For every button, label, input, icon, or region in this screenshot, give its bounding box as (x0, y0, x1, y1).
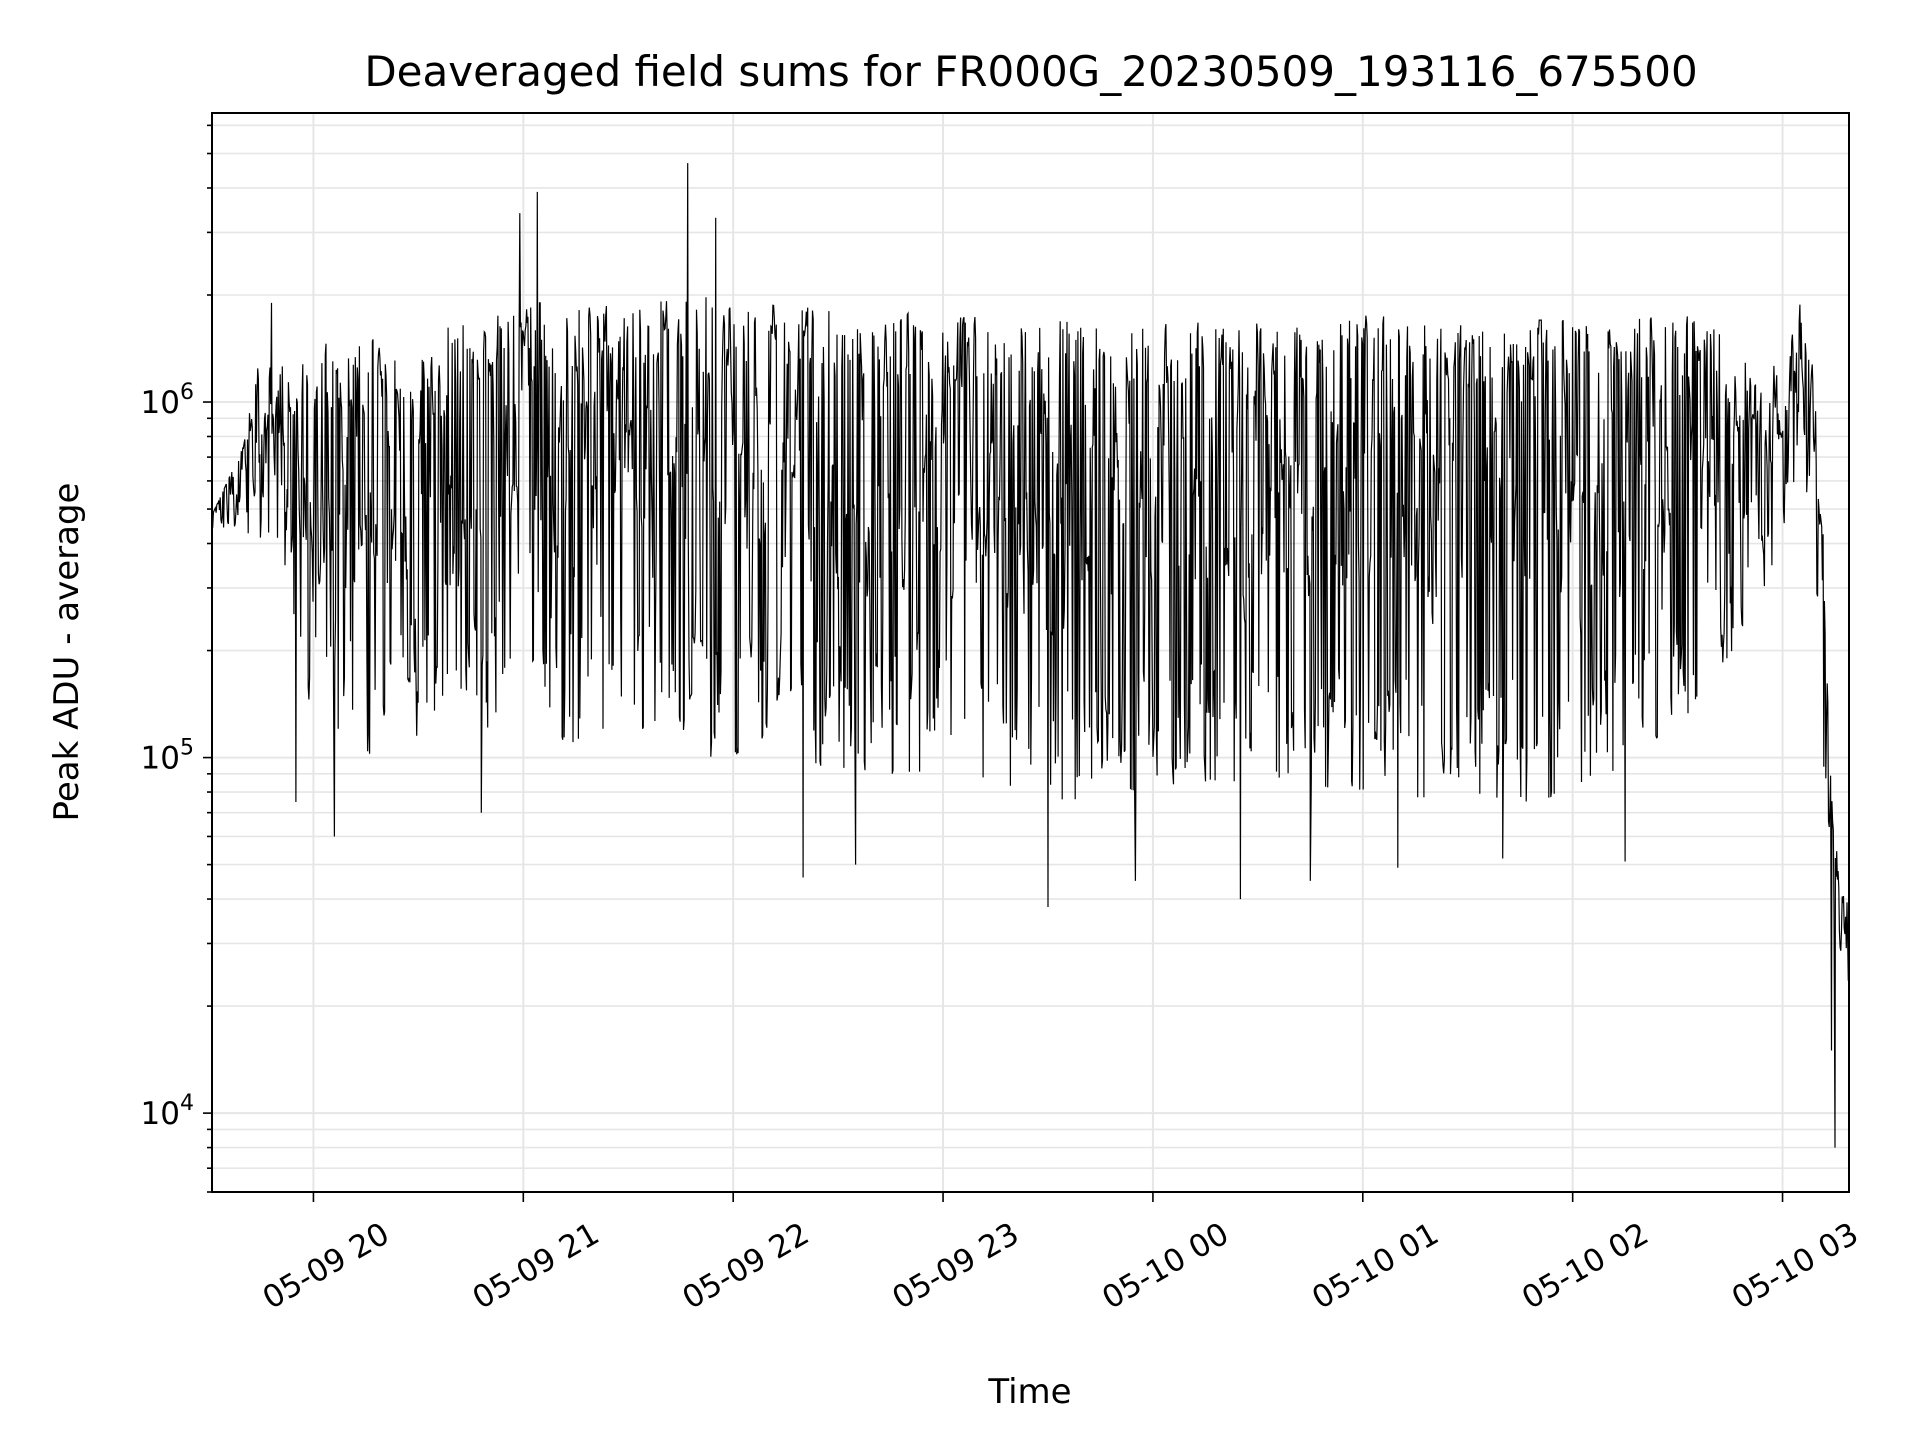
chart-title: Deaveraged field sums for FR000G_2023050… (364, 47, 1697, 96)
y-tick-exponent: 5 (180, 736, 194, 761)
y-axis-title: Peak ADU - average (47, 483, 87, 822)
y-tick-exponent: 4 (180, 1091, 194, 1116)
y-tick-base: 10 (141, 385, 180, 421)
y-tick-base: 10 (141, 1096, 180, 1132)
y-tick-label: 105 (141, 736, 194, 777)
series-line (211, 163, 1850, 1148)
data-series (211, 163, 1850, 1148)
y-tick-base: 10 (141, 741, 180, 777)
plot-frame (211, 112, 1850, 1193)
y-tick-label: 106 (141, 380, 194, 421)
y-tick-exponent: 6 (180, 380, 194, 405)
plot-area: 05-09 20 05-09 21 05-09 22 05-09 23 05-10 00… (141, 112, 1865, 1317)
y-tick-label: 104 (141, 1091, 194, 1132)
x-axis-title: Time (987, 1372, 1071, 1412)
